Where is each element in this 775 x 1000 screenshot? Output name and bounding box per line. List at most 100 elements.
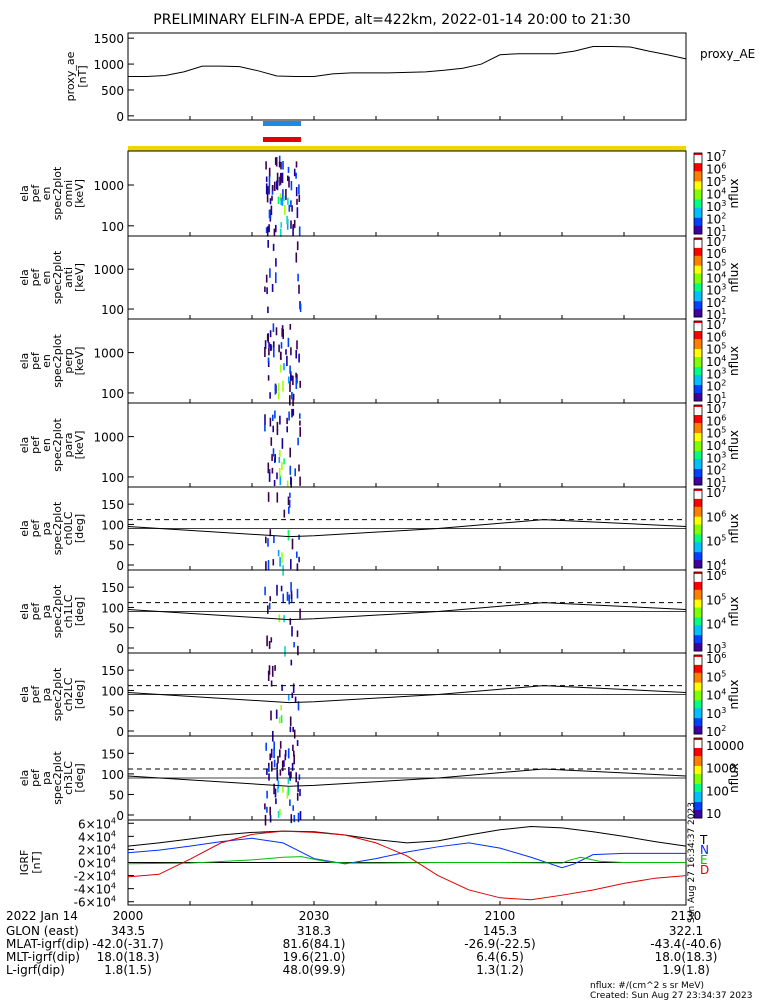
omni-colorbar-cell — [694, 183, 702, 186]
ch3LC-pixel — [277, 786, 279, 793]
perp-pixel — [289, 381, 291, 392]
ch3LC-colorbar-cell — [694, 798, 702, 801]
ch1LC-ylabel-line: pa — [40, 605, 53, 619]
omni-pixel — [280, 228, 282, 237]
omni-colorbar-cell — [694, 213, 702, 217]
ch1LC-pixel — [269, 596, 271, 602]
para-pixel — [299, 420, 301, 426]
perp-pixel — [282, 329, 284, 340]
perp-colorbar-cell — [694, 399, 702, 402]
ch3LC-pixel — [287, 778, 290, 784]
ch2LC-ytick-label: 0 — [116, 725, 124, 739]
para-colorbar-cell — [694, 425, 702, 428]
ch3LC-pixel — [279, 769, 282, 776]
perp-pixel — [273, 346, 275, 358]
ch3LC-colorbar-tick: 100 — [706, 784, 729, 798]
ch2LC-colorbar-tick: 104 — [706, 688, 726, 703]
omni-pixel — [274, 181, 276, 191]
perp-colorbar-cell — [694, 343, 702, 346]
ch2LC-pixel — [290, 659, 293, 666]
ch1LC-pixel — [268, 602, 271, 610]
ch0LC-colorbar-cell — [694, 546, 702, 549]
para-colorbar-frame — [693, 404, 703, 486]
ch0LC-colorbar-cell — [694, 508, 702, 512]
ch2LC-pixel — [297, 701, 300, 711]
proxy-ae-ytick-label: 500 — [101, 84, 124, 98]
ch2LC-colorbar-cell — [694, 712, 702, 715]
anti-colorbar-cell — [694, 301, 702, 304]
anti-colorbar-tick-exp: 2 — [721, 295, 726, 304]
omni-pixel — [278, 155, 281, 164]
omni-colorbar-cell — [694, 201, 702, 205]
anti-colorbar-cell — [694, 251, 702, 255]
ch3LC-colorbar-cell — [694, 794, 702, 797]
perp-colorbar-tick-exp: 5 — [721, 342, 726, 351]
igrf-ytick-exp: 4 — [111, 895, 116, 904]
perp-pixel — [289, 395, 291, 406]
para-colorbar-cell — [694, 415, 702, 418]
anti-colorbar-cell — [694, 243, 702, 247]
ch0LC-pixel — [288, 499, 291, 508]
omni-pixel — [265, 227, 268, 234]
xaxis-value: 18.0(18.3) — [97, 950, 160, 964]
para-pixel — [274, 410, 276, 419]
ch1LC-ytick-label: 100 — [101, 601, 124, 615]
ch3LC-pixel — [299, 811, 302, 820]
igrf-ylabel: IGRF [nT] — [18, 850, 43, 876]
ch3LC-pixel — [287, 786, 290, 796]
omni-pixel — [284, 205, 286, 215]
omni-pixel — [271, 195, 273, 201]
xaxis-value: 1.9(1.8) — [662, 963, 710, 977]
ch3LC-pixel — [282, 786, 284, 793]
ch3LC-ytick-label: 0 — [116, 809, 124, 823]
omni-pixel — [285, 189, 287, 200]
perp-colorbar-cell — [694, 365, 702, 368]
ch1LC-colorbar-cell — [694, 631, 702, 634]
ch1LC-colorbar-cell — [694, 627, 702, 630]
ch0LC-ytick-label: 150 — [101, 498, 124, 512]
para-pixel — [276, 429, 279, 436]
ch2LC-colorbar-cell — [694, 728, 702, 731]
perp-pixel — [275, 327, 278, 336]
omni-colorbar-cell — [694, 203, 702, 207]
perp-pixel — [292, 393, 295, 401]
igrf-ytick-exp: 4 — [111, 816, 116, 825]
perp-colorbar-cell — [694, 387, 702, 390]
perp-colorbar-cell — [694, 371, 702, 374]
anti-colorbar-cell — [694, 303, 702, 306]
perp-pixel — [264, 340, 267, 349]
ch1LC-colorbar-cell — [694, 589, 702, 593]
para-colorbar-cell — [694, 405, 702, 408]
ch1LC-colorbar-cell — [694, 605, 702, 609]
omni-pixel — [288, 176, 290, 188]
ch3LC-pixel — [295, 772, 297, 783]
igrf-ytick-label: 6×104 — [78, 816, 116, 831]
ch1LC-pixel — [286, 591, 289, 601]
ch1LC-colorbar-tick-exp: 3 — [721, 641, 726, 650]
omni-pixel — [298, 194, 301, 202]
ch2LC-colorbar-cell — [694, 720, 702, 723]
perp-pixel — [277, 383, 280, 392]
ch2LC-colorbar-cell — [694, 684, 702, 688]
para-colorbar-cell — [694, 443, 702, 446]
ch0LC-colorbar-cell — [694, 566, 702, 569]
ch1LC-pixel — [299, 608, 301, 619]
para-pixel — [298, 464, 300, 472]
ch3LC-colorbar-cell — [694, 764, 702, 767]
perp-colorbar-cell — [694, 391, 702, 394]
perp-colorbar-tick-exp: 4 — [721, 354, 726, 363]
ch2LC-ylabel-line: spec2plot — [51, 667, 64, 721]
anti-ylabel-line: en — [40, 271, 53, 285]
anti-colorbar-cell — [694, 295, 702, 298]
para-colorbar-label: nflux — [727, 430, 741, 460]
ch3LC-pixel — [289, 799, 291, 807]
ch3LC-pixel — [273, 741, 275, 751]
ch0LC-colorbar-cell — [694, 552, 702, 555]
omni-pixel — [266, 226, 269, 237]
igrf-ytick-exp: 4 — [111, 842, 116, 851]
anti-colorbar-cell — [694, 265, 702, 269]
igrf-ylabel-line: IGRF — [18, 850, 31, 876]
ch1LC-colorbar-cell — [694, 585, 702, 589]
ch3LC-colorbar-cell — [694, 804, 702, 807]
ch1LC-colorbar-cell — [694, 597, 702, 601]
